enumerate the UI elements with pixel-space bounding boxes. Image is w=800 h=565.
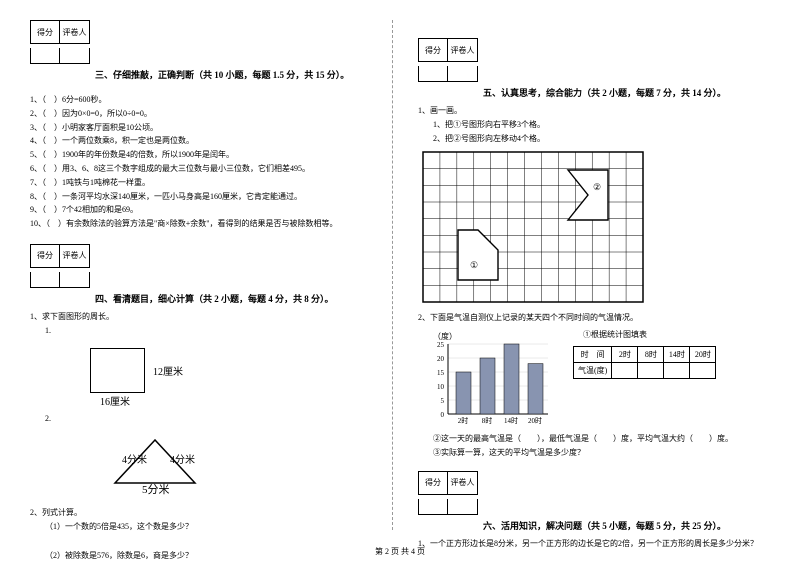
td-14[interactable] — [664, 363, 690, 379]
chart-area: （度） 2520151050 2时8时14时20时 ①根据统计图填表 时 间 2… — [418, 329, 770, 429]
tri-left-label: 4分米 — [122, 453, 147, 466]
chart-right: ①根据统计图填表 时 间 2时 8时 14时 20时 气温(度) — [573, 329, 716, 379]
section-6-title: 六、活用知识，解决问题（共 5 小题，每题 5 分，共 25 分）。 — [483, 519, 770, 532]
y-axis-label: （度） — [433, 331, 457, 341]
left-column: 得分 评卷人 三、仔细推敲，正确判断（共 10 小题，每题 1.5 分，共 15… — [30, 20, 393, 530]
svg-text:14时: 14时 — [504, 416, 518, 425]
score-box-5: 得分 评卷人 — [418, 38, 770, 62]
svg-text:2时: 2时 — [458, 416, 469, 425]
td-8[interactable] — [638, 363, 664, 379]
shape-2-label: ② — [593, 182, 601, 192]
right-column: 得分 评卷人 五、认真思考，综合能力（共 2 小题，每题 7 分，共 14 分）… — [413, 20, 770, 530]
score-box-3: 得分 评卷人 — [30, 20, 382, 44]
td-20[interactable] — [690, 363, 716, 379]
q5-2c: ③实际算一算，这天的平均气温是多少度？ — [433, 447, 770, 460]
section-4-title: 四、看清题目，细心计算（共 2 小题，每题 4 分，共 8 分）。 — [95, 292, 382, 305]
grid-figure: ① ② — [418, 150, 648, 305]
reviewer-label: 评卷人 — [448, 471, 478, 495]
shape-2 — [568, 170, 608, 220]
section-3-title: 三、仔细推敲，正确判断（共 10 小题，每题 1.5 分，共 15 分）。 — [95, 68, 382, 81]
td-2[interactable] — [612, 363, 638, 379]
q3-4: 4、（ ）一个两位数乘8，积一定也是两位数。 — [30, 135, 382, 148]
th-2: 2时 — [612, 347, 638, 363]
svg-text:20时: 20时 — [528, 416, 542, 425]
svg-text:15: 15 — [437, 369, 445, 377]
q3-2: 2、（ ）因为0×0=0，所以0÷0=0。 — [30, 108, 382, 121]
page-footer: 第 2 页 共 4 页 — [0, 546, 800, 557]
tr-temp: 气温(度) — [574, 363, 612, 379]
rectangle-shape — [90, 348, 145, 393]
q3-7: 7、（ ）1吨铁与1吨棉花一样重。 — [30, 177, 382, 190]
score-label: 得分 — [30, 244, 60, 268]
rect-width-label: 16厘米 — [100, 393, 240, 408]
score-label: 得分 — [418, 471, 448, 495]
tri-base-label: 5分米 — [142, 483, 170, 495]
temp-table: 时 间 2时 8时 14时 20时 气温(度) — [573, 346, 716, 379]
th-time: 时 间 — [574, 347, 612, 363]
q3-6: 6、（ ）用3、6、8这三个数字组成的最大三位数与最小三位数，它们相差495。 — [30, 163, 382, 176]
svg-text:25: 25 — [437, 341, 445, 349]
shape-1 — [458, 230, 498, 280]
reviewer-label: 评卷人 — [60, 20, 90, 44]
score-label: 得分 — [30, 20, 60, 44]
q5-1-1: 1、把①号图形向右平移3个格。 — [433, 119, 770, 132]
rectangle-figure: 12厘米 16厘米 — [90, 348, 240, 408]
svg-text:10: 10 — [437, 383, 445, 391]
svg-text:0: 0 — [441, 411, 445, 419]
th-14: 14时 — [664, 347, 690, 363]
rect-height-label: 12厘米 — [153, 363, 183, 378]
chart-title: ①根据统计图填表 — [583, 329, 716, 340]
q4-2-1: （1）一个数的5倍是435，这个数是多少？ — [45, 521, 382, 534]
q4-1-2: 2. — [45, 413, 382, 426]
q3-9: 9、（ ）7个42相加的和是69。 — [30, 204, 382, 217]
q4-1: 1、求下面图形的周长。 — [30, 311, 382, 324]
q5-2: 2、下面是气温自测仪上记录的某天四个不同时间的气温情况。 — [418, 312, 770, 325]
triangle-svg: 4分米 4分米 5分米 — [100, 435, 220, 495]
q3-10: 10、（ ）有余数除法的验算方法是"商×除数+余数"，看得到的结果是否与被除数相… — [30, 218, 382, 231]
th-20: 20时 — [690, 347, 716, 363]
q4-2: 2、列式计算。 — [30, 507, 382, 520]
page-columns: 得分 评卷人 三、仔细推敲，正确判断（共 10 小题，每题 1.5 分，共 15… — [30, 20, 770, 530]
q5-2b: ②这一天的最高气温是（ ），最低气温是（ ）度，平均气温大约（ ）度。 — [433, 433, 770, 446]
score-box-6: 得分 评卷人 — [418, 471, 770, 495]
q5-1-2: 2、把②号图形向左移动4个格。 — [433, 133, 770, 146]
bar-chart: （度） 25 20 15 10 5 0 2时 8时 14时 20时 — [418, 329, 558, 429]
q3-3: 3、（ ）小明家客厅面积是10公顷。 — [30, 122, 382, 135]
shape-1-label: ① — [470, 260, 478, 270]
svg-text:8时: 8时 — [482, 416, 493, 425]
score-label: 得分 — [418, 38, 448, 62]
tri-right-label: 4分米 — [170, 453, 195, 466]
score-box-4: 得分 评卷人 — [30, 244, 382, 268]
q3-5: 5、（ ）1900年的年份数是4的倍数，所以1900年是闰年。 — [30, 149, 382, 162]
q4-1-1: 1. — [45, 325, 382, 338]
triangle-figure: 4分米 4分米 5分米 — [100, 435, 382, 497]
section-5-title: 五、认真思考，综合能力（共 2 小题，每题 7 分，共 14 分）。 — [483, 86, 770, 99]
svg-text:5: 5 — [441, 397, 445, 405]
reviewer-label: 评卷人 — [448, 38, 478, 62]
th-8: 8时 — [638, 347, 664, 363]
q5-1: 1、画一画。 — [418, 105, 770, 118]
reviewer-label: 评卷人 — [60, 244, 90, 268]
q3-1: 1、（ ）6分=600秒。 — [30, 94, 382, 107]
svg-text:20: 20 — [437, 355, 445, 363]
q3-8: 8、（ ）一条河平均水深140厘米，一匹小马身高是160厘米，它肯定能通过。 — [30, 191, 382, 204]
